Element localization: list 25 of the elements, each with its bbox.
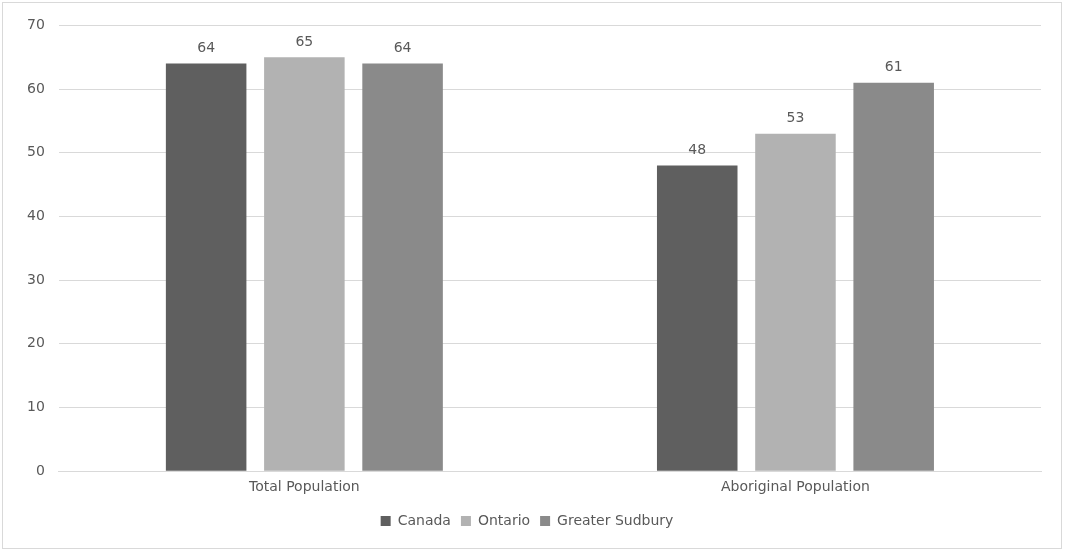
bar bbox=[362, 63, 443, 471]
data-label: 53 bbox=[786, 109, 805, 126]
y-tick-label: 50 bbox=[26, 143, 45, 160]
legend-label: Greater Sudbury bbox=[557, 511, 674, 528]
data-label: 48 bbox=[688, 141, 707, 158]
y-tick-label: 60 bbox=[26, 79, 45, 96]
data-label: 64 bbox=[197, 39, 216, 56]
data-label: 61 bbox=[884, 58, 903, 75]
data-label: 64 bbox=[393, 39, 412, 56]
bar bbox=[853, 82, 934, 471]
data-label: 65 bbox=[295, 32, 314, 49]
y-tick-label: 10 bbox=[26, 398, 45, 415]
y-tick-label: 40 bbox=[26, 207, 45, 224]
bar bbox=[264, 57, 345, 471]
legend-label: Canada bbox=[397, 511, 451, 528]
y-tick-label: 0 bbox=[35, 461, 45, 478]
bar bbox=[656, 165, 738, 471]
x-tick-label: Aboriginal Population bbox=[721, 478, 870, 495]
y-tick-label: 70 bbox=[26, 16, 45, 33]
legend-label: Ontario bbox=[477, 511, 531, 528]
x-tick-label: Total Population bbox=[248, 478, 360, 495]
bar bbox=[755, 133, 836, 471]
y-tick-label: 30 bbox=[26, 270, 45, 287]
y-tick-label: 20 bbox=[26, 334, 45, 351]
bar bbox=[165, 63, 247, 471]
